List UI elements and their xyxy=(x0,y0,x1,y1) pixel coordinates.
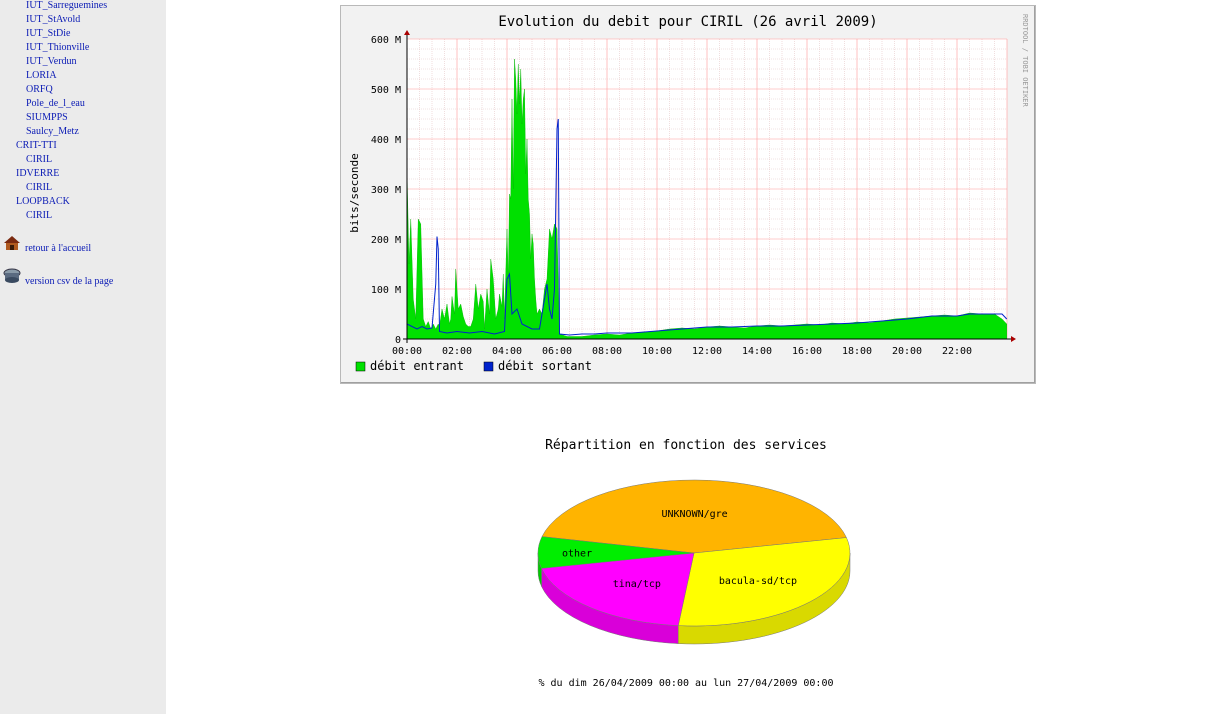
sidebar-item-saulcy_metz[interactable]: Saulcy_Metz xyxy=(26,126,79,137)
x-tick-label: 18:00 xyxy=(842,346,872,357)
main-content: Evolution du debit pour CIRIL (26 avril … xyxy=(166,0,1209,714)
sidebar-item-iut_sarreguemines[interactable]: IUT_Sarreguemines xyxy=(26,0,108,11)
y-tick-label: 300 M xyxy=(371,185,401,196)
csv-link[interactable]: version csv de la page xyxy=(25,276,114,287)
services-pie-chart: Répartition en fonction des services UNK… xyxy=(537,438,851,689)
y-tick-label: 200 M xyxy=(371,235,401,246)
legend-out-swatch xyxy=(483,361,494,372)
x-tick-label: 02:00 xyxy=(442,346,472,357)
y-tick-label: 400 M xyxy=(371,135,401,146)
pie-label-unknown: UNKNOWN/gre xyxy=(661,509,727,520)
pie-label-bacula: bacula-sd/tcp xyxy=(719,576,797,587)
graph-watermark: RRDTOOL / TOBI OETIKER xyxy=(1021,14,1029,108)
x-tick-label: 12:00 xyxy=(692,346,722,357)
plot-grid xyxy=(406,38,1008,340)
series-debit-sortant-line xyxy=(406,118,1008,336)
y-tick-label: 600 M xyxy=(371,35,401,46)
sidebar-item-pole_de_l_eau[interactable]: Pole_de_l_eau xyxy=(26,98,85,109)
x-tick-label: 14:00 xyxy=(742,346,772,357)
legend-out-label: débit sortant xyxy=(498,359,592,373)
sidebar-navigation: IUT_Sarreguemines IUT_StAvold IUT_StDie IUT… xyxy=(0,0,166,714)
legend-in-swatch xyxy=(355,361,366,372)
sidebar-group-idverre[interactable]: IDVERRE xyxy=(16,168,60,179)
y-tick-label: 500 M xyxy=(371,85,401,96)
disk-icon[interactable] xyxy=(3,267,21,285)
x-axis-arrow xyxy=(1011,336,1016,342)
plot-tick-labels: 0 100 M 200 M 300 M 400 M 500 M 600 M 00:00 02:0… xyxy=(371,35,972,357)
sidebar-item-iut_stavold[interactable]: IUT_StAvold xyxy=(26,14,81,25)
pie-slice-other xyxy=(537,536,695,569)
x-tick-label: 06:00 xyxy=(542,346,572,357)
x-tick-label: 04:00 xyxy=(492,346,522,357)
x-tick-label: 20:00 xyxy=(892,346,922,357)
pie-title: Répartition en fonction des services xyxy=(545,438,827,453)
sidebar-group-crit-tti[interactable]: CRIT-TTI xyxy=(16,140,57,151)
graph-ylabel: bits/seconde xyxy=(348,153,361,232)
pie-slice-bacula xyxy=(677,537,851,627)
sidebar-item-iut_thionville[interactable]: IUT_Thionville xyxy=(26,42,90,53)
graph-title: Evolution du debit pour CIRIL (26 avril … xyxy=(498,14,877,30)
y-axis-arrow xyxy=(404,30,410,35)
home-link[interactable]: retour à l'accueil xyxy=(25,243,92,254)
x-tick-label: 10:00 xyxy=(642,346,672,357)
sidebar-group-loopback[interactable]: LOOPBACK xyxy=(16,196,70,207)
plot-axes xyxy=(403,30,1016,343)
sidebar-item-iut_verdun[interactable]: IUT_Verdun xyxy=(26,56,77,67)
series-debit-entrant-area xyxy=(406,58,1007,340)
sidebar-item-siumpps[interactable]: SIUMPPS xyxy=(26,112,68,123)
plot-series xyxy=(406,58,1008,340)
x-tick-label: 08:00 xyxy=(592,346,622,357)
pie-footer: % du dim 26/04/2009 00:00 au lun 27/04/2… xyxy=(538,678,833,689)
pie-label-other: other xyxy=(562,549,592,560)
sidebar-item-idverre-ciril[interactable]: CIRIL xyxy=(26,182,53,193)
y-tick-label: 0 xyxy=(395,335,401,346)
legend-in-label: débit entrant xyxy=(370,359,464,373)
x-tick-label: 22:00 xyxy=(942,346,972,357)
sidebar-item-iut_stdie[interactable]: IUT_StDie xyxy=(26,28,71,39)
sidebar-item-crit-tti-ciril[interactable]: CIRIL xyxy=(26,154,53,165)
traffic-graph-panel: Evolution du debit pour CIRIL (26 avril … xyxy=(340,5,1036,384)
pie-slice-tina xyxy=(541,552,695,626)
pie-label-tina: tina/tcp xyxy=(613,579,661,590)
sidebar-item-loria[interactable]: LORIA xyxy=(26,70,57,81)
y-tick-label: 100 M xyxy=(371,285,401,296)
pie-slice-unknown xyxy=(541,479,847,554)
sidebar-item-loopback-ciril[interactable]: CIRIL xyxy=(26,210,53,221)
sidebar-item-orfq[interactable]: ORFQ xyxy=(26,84,53,95)
x-tick-label: 16:00 xyxy=(792,346,822,357)
x-tick-label: 00:00 xyxy=(392,346,422,357)
house-icon[interactable] xyxy=(3,234,21,252)
